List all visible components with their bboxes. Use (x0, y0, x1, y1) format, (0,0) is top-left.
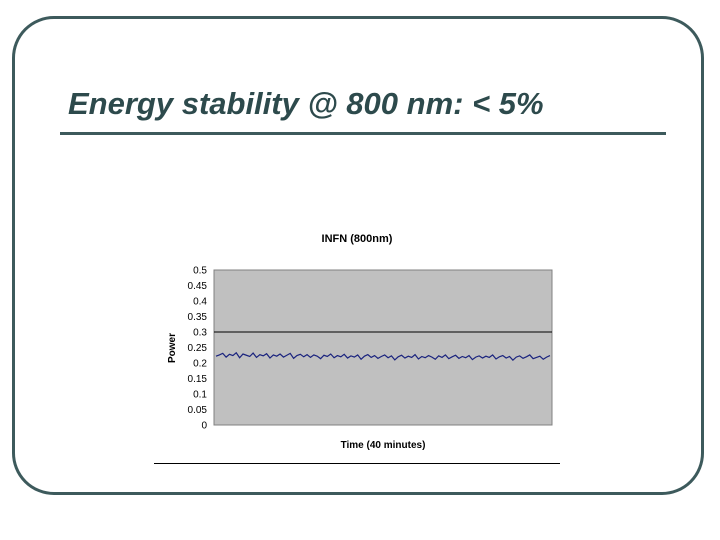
title-underline (60, 132, 666, 135)
y-tick-label: 0.25 (188, 343, 208, 354)
y-tick-label: 0.45 (188, 281, 208, 292)
plot-area (213, 269, 553, 426)
y-tick-label: 0.35 (188, 312, 208, 323)
series-line-power (215, 351, 551, 362)
y-tick-label: 0 (201, 421, 207, 432)
y-tick-label: 0.2 (193, 359, 207, 370)
x-axis-label: Time (40 minutes) (341, 440, 426, 451)
y-tick-label: 0.05 (188, 405, 208, 416)
y-tick-label: 0.3 (193, 328, 207, 339)
y-tick-label: 0.15 (188, 374, 208, 385)
y-axis-ticks: 0 0.05 0.1 0.15 0.2 0.25 0.3 0.35 0.4 0.45 0.5 (188, 266, 208, 432)
chart-title: INFN (800nm) (322, 233, 393, 245)
y-tick-label: 0.1 (193, 390, 207, 401)
slide-frame (12, 16, 704, 495)
chart-bottom-rule (154, 463, 560, 464)
slide-title: Energy stability @ 800 nm: < 5% (68, 86, 544, 121)
y-tick-label: 0.5 (193, 266, 207, 277)
y-axis-label: Power (167, 333, 178, 363)
y-tick-label: 0.4 (193, 297, 207, 308)
